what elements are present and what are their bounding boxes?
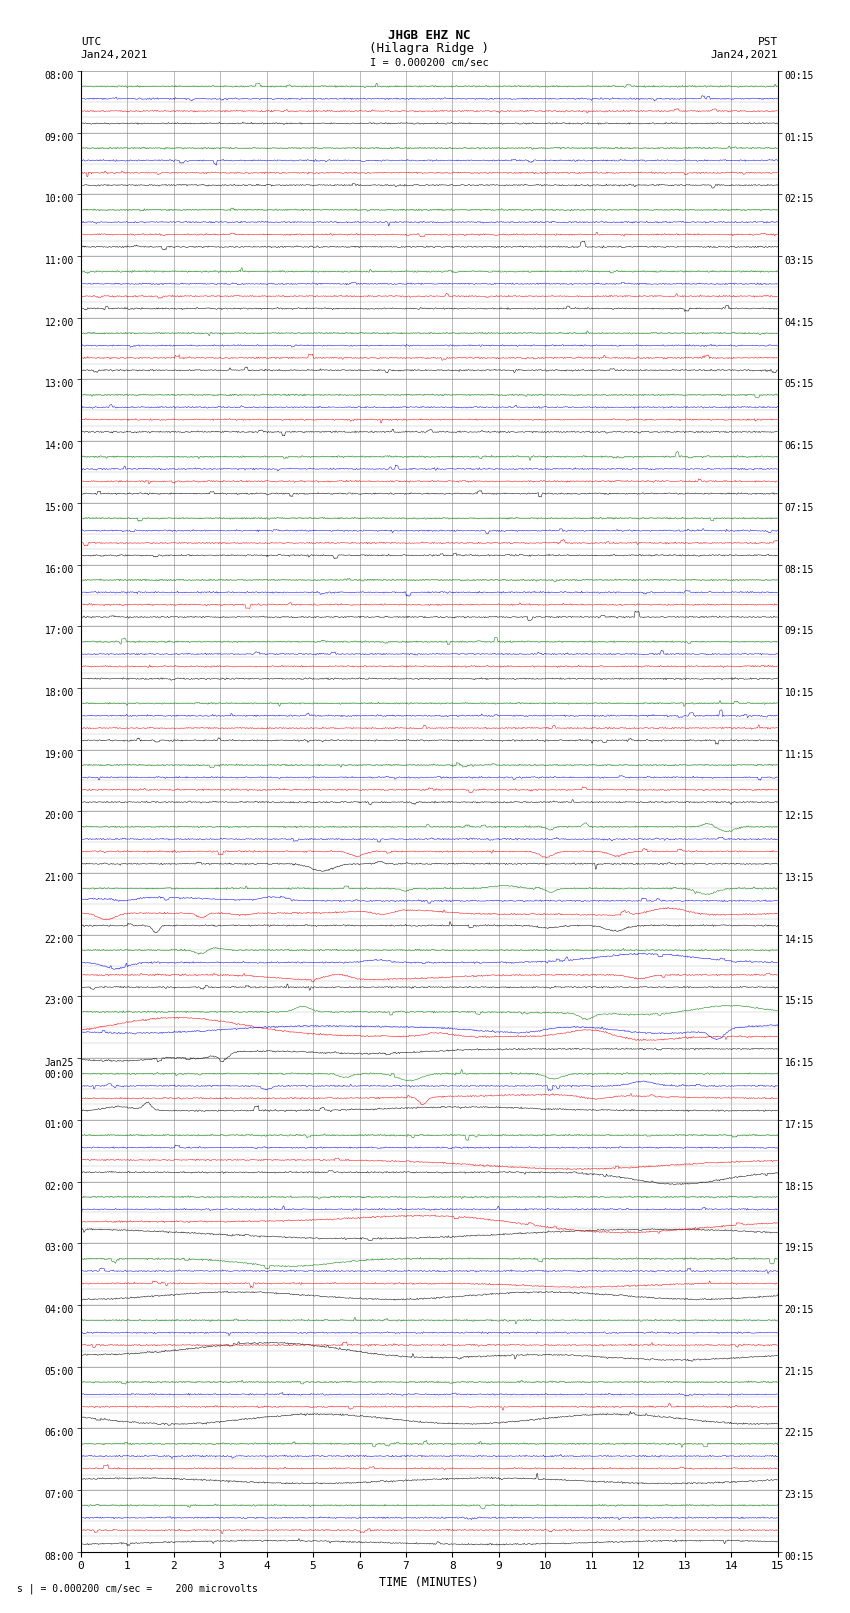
- Text: PST: PST: [757, 37, 778, 47]
- Text: I = 0.000200 cm/sec: I = 0.000200 cm/sec: [370, 58, 489, 68]
- Text: Jan24,2021: Jan24,2021: [711, 50, 778, 60]
- Text: s | = 0.000200 cm/sec =    200 microvolts: s | = 0.000200 cm/sec = 200 microvolts: [17, 1582, 258, 1594]
- Text: Jan24,2021: Jan24,2021: [81, 50, 148, 60]
- Text: (Hilagra Ridge ): (Hilagra Ridge ): [369, 42, 490, 55]
- Text: JHGB EHZ NC: JHGB EHZ NC: [388, 29, 471, 42]
- X-axis label: TIME (MINUTES): TIME (MINUTES): [379, 1576, 479, 1589]
- Text: UTC: UTC: [81, 37, 101, 47]
